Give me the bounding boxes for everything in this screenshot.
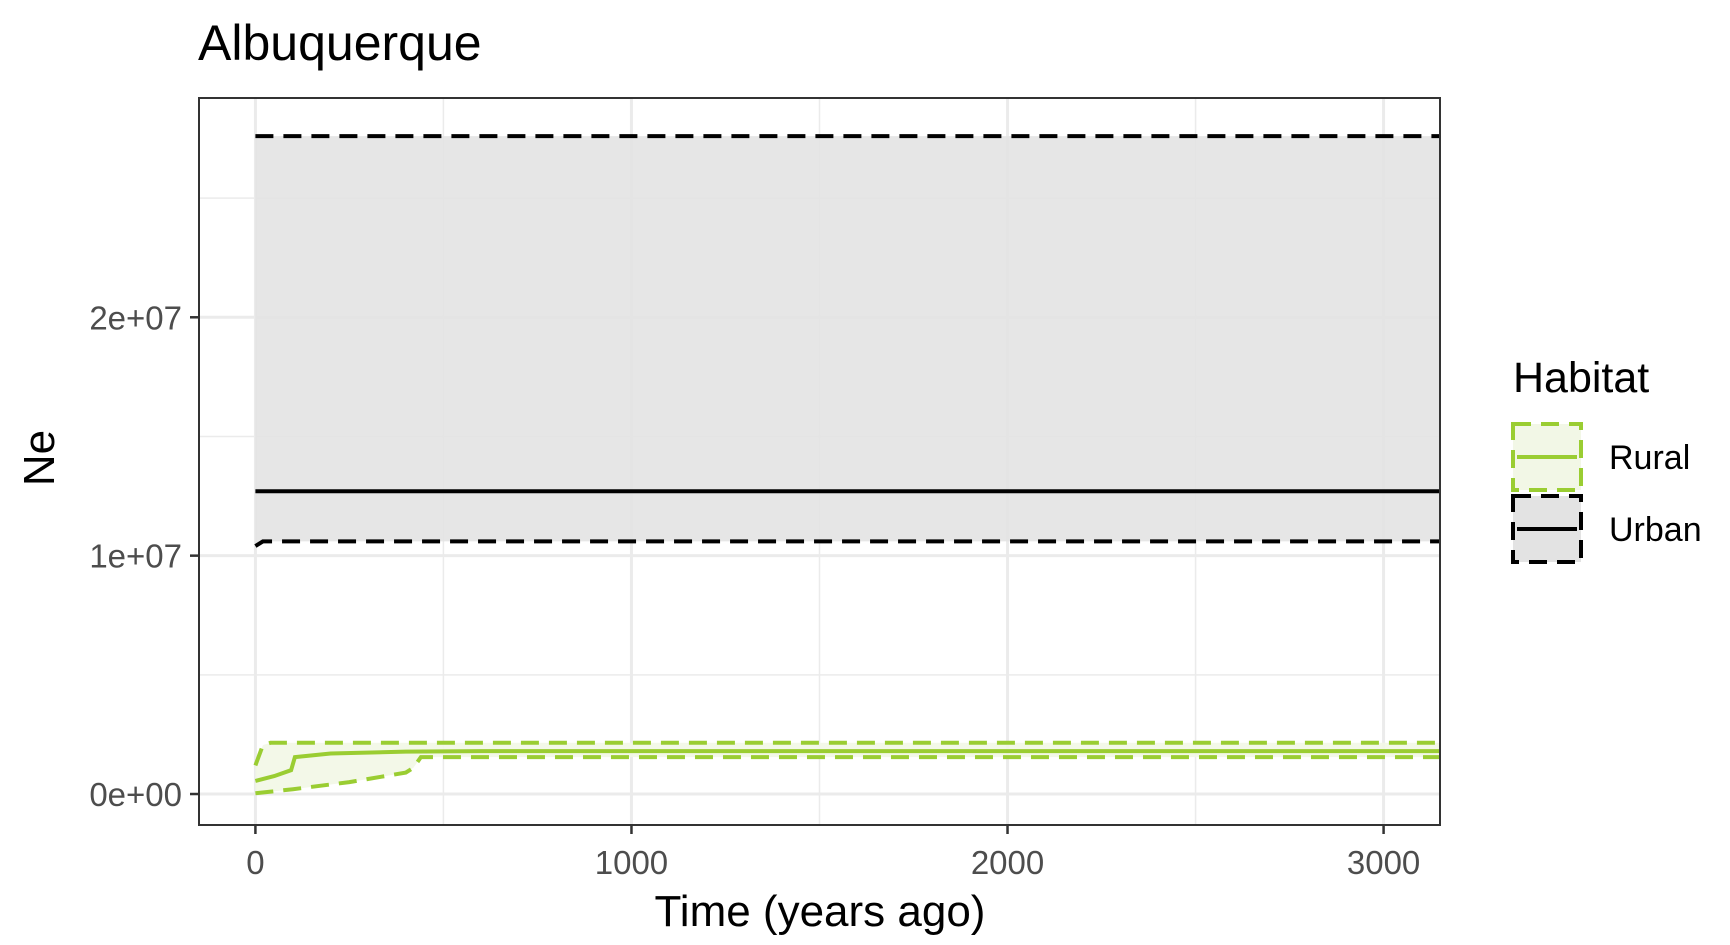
panel-border	[198, 97, 1441, 826]
x-tick-label: 0	[246, 844, 264, 881]
x-tick-label: 3000	[1347, 844, 1420, 881]
y-tick-label: 0e+00	[89, 776, 182, 813]
y-axis-title: Ne	[15, 430, 64, 486]
y-tick-label: 2e+07	[89, 299, 182, 336]
x-tick-label: 1000	[595, 844, 668, 881]
urban-lower-line	[254, 539, 1440, 548]
axes: 0 1000 2000 3000 0e+00 1e+07 2e+07	[89, 299, 1420, 881]
legend-label-urban: Urban	[1609, 511, 1702, 549]
rural-median-line	[254, 749, 1440, 783]
chart-title: Albuquerque	[198, 15, 482, 71]
rural-upper-line	[253, 740, 1440, 767]
rural-lower-line	[255, 755, 1440, 796]
urban-ci-band	[255, 136, 1440, 547]
y-tick-label: 1e+07	[89, 538, 182, 575]
x-axis-title: Time (years ago)	[655, 887, 986, 936]
plot-panel	[198, 97, 1441, 826]
legend-label-rural: Rural	[1609, 439, 1690, 477]
legend-title: Habitat	[1513, 354, 1649, 402]
legend: Habitat Rural Urban	[1511, 354, 1702, 564]
x-tick-label: 2000	[971, 844, 1044, 881]
